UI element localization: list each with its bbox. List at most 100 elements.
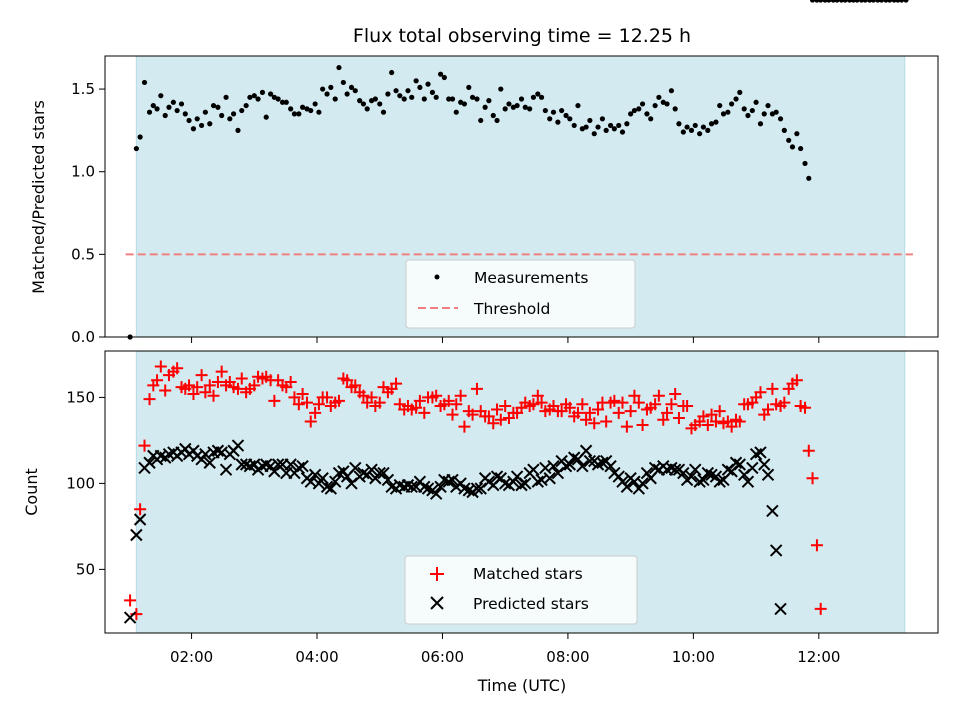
matched-star-point: [151, 374, 164, 387]
matched-star-point: [725, 420, 738, 433]
x-tick-label: 06:00: [421, 648, 464, 666]
matched-star-point: [669, 387, 682, 400]
measurement-point: [591, 131, 597, 137]
y-tick-label: 50: [76, 560, 95, 578]
matched-star-point: [766, 382, 779, 395]
measurement-point: [283, 99, 289, 105]
predicted-star-point: [434, 480, 447, 494]
measurement-point: [725, 109, 731, 115]
measurement-point: [421, 96, 427, 102]
measurement-point: [230, 111, 237, 117]
measurement-point: [482, 104, 488, 110]
matched-star-point: [288, 391, 301, 404]
matched-star-point: [171, 362, 184, 375]
predicted-star-point: [284, 458, 297, 471]
measurement-point: [441, 74, 447, 81]
measurement-point: [502, 106, 508, 112]
matched-star-point: [778, 396, 791, 409]
matched-star-point: [413, 394, 426, 407]
measurement-point: [684, 124, 690, 130]
measurement-point: [575, 102, 581, 109]
matched-star-point: [733, 415, 746, 428]
matched-star-point: [231, 382, 244, 395]
measurement-point: [446, 96, 452, 102]
matched-star-point: [203, 379, 216, 392]
matched-star-point: [535, 396, 548, 409]
predicted-star-point: [766, 504, 779, 518]
measurement-point: [357, 98, 363, 104]
matched-star-point: [470, 382, 483, 395]
matched-star-point: [154, 360, 167, 373]
measurement-point: [717, 102, 723, 109]
predicted-star-point: [543, 472, 556, 485]
matched-star-point: [709, 415, 722, 428]
measurement-point: [741, 106, 747, 112]
measurement-point: [494, 117, 500, 124]
measurement-point: [806, 175, 812, 181]
matched-star-point: [799, 401, 812, 414]
predicted-star-point: [365, 463, 378, 476]
matched-star-point: [806, 472, 819, 485]
predicted-star-point: [579, 444, 593, 457]
matched-star-point: [292, 398, 305, 411]
matched-star-point: [576, 398, 589, 411]
measurement-point: [781, 127, 787, 133]
measurement-point: [692, 122, 698, 129]
x-tick-label: 10:00: [672, 648, 715, 666]
measurement-point: [761, 111, 767, 117]
measurement-point: [158, 93, 164, 99]
measurement-point: [186, 117, 192, 124]
matched-star-point: [701, 418, 714, 431]
matched-star-point: [802, 444, 815, 457]
measurement-point: [498, 86, 504, 92]
measurement-point: [413, 78, 419, 84]
matched-star-point: [195, 369, 208, 382]
matched-star-point: [563, 401, 576, 414]
measurement-point: [235, 127, 241, 133]
legend-matched-label: Matched stars: [473, 565, 583, 583]
measurement-point: [802, 160, 808, 167]
measurement-point: [332, 96, 338, 102]
matched-star-point: [284, 375, 297, 388]
measurement-point: [571, 122, 577, 129]
measurement-point: [550, 109, 557, 115]
x-tick-label: 12:00: [797, 648, 840, 666]
measurement-point: [587, 117, 593, 124]
matched-star-point: [592, 403, 605, 416]
matched-star-point: [762, 403, 775, 416]
matched-star-point: [341, 374, 354, 387]
predicted-star-point: [292, 461, 306, 475]
measurement-point: [668, 88, 675, 94]
predicted-star-point: [328, 475, 342, 488]
matched-star-point: [487, 417, 500, 430]
measurement-point: [255, 96, 261, 102]
measurement-point: [453, 109, 459, 115]
measurement-point: [559, 107, 565, 114]
matched-star-point: [657, 413, 670, 426]
matched-star-point: [632, 396, 645, 409]
measurement-point: [401, 96, 407, 102]
measurement-point: [567, 116, 573, 122]
matched-star-point: [652, 389, 665, 402]
measurement-point: [899, 0, 905, 3]
measurement-point: [786, 137, 792, 143]
measurement-point: [789, 144, 796, 150]
matched-star-point: [134, 503, 147, 516]
measurement-point: [182, 111, 188, 117]
legend-measurements-label: Measurements: [474, 269, 589, 287]
matched-star-point: [705, 408, 718, 421]
measurement-point: [344, 91, 350, 97]
measurement-point: [405, 88, 411, 94]
predicted-star-point: [697, 473, 710, 487]
predicted-star-point: [531, 475, 545, 488]
predicted-star-point: [308, 468, 322, 482]
measurement-point: [288, 106, 294, 112]
measurement-point: [207, 121, 213, 127]
measurement-point: [425, 81, 431, 87]
matched-star-point: [616, 396, 629, 409]
measurement-point: [154, 106, 160, 112]
x-tick-label: 08:00: [546, 648, 589, 666]
matched-star-point: [183, 379, 196, 392]
measurement-point: [279, 99, 286, 105]
